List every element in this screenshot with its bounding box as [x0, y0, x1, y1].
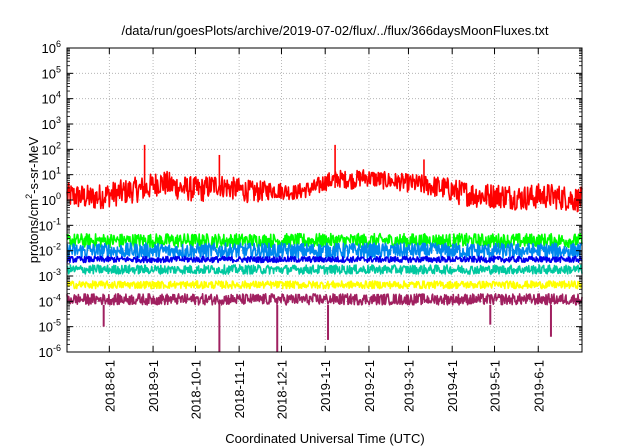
y-tick-exponent: 3 [56, 115, 61, 125]
y-tick-exponent: 6 [56, 39, 61, 49]
y-tick-label: 10-5 [39, 318, 61, 335]
y-tick-base: 10 [42, 92, 56, 107]
series-layer [66, 144, 583, 352]
x-tick-label: 2018-12-1 [274, 360, 289, 419]
y-tick-base: 10 [39, 345, 53, 360]
y-tick-label: 100 [42, 191, 61, 208]
x-tick-label: 2019-2-1 [362, 360, 377, 412]
y-tick-base: 10 [39, 320, 53, 335]
series-line-7 [66, 293, 583, 306]
y-tick-exponent: 2 [56, 140, 61, 150]
y-tick-label: 10-2 [39, 242, 61, 259]
y-tick-exponent: -4 [53, 292, 61, 302]
series-line-4 [66, 255, 583, 264]
x-tick-label: 2018-10-1 [188, 360, 203, 419]
y-tick-label: 106 [42, 39, 61, 56]
x-tick-label: 2019-5-1 [488, 360, 503, 412]
y-tick-exponent: -3 [53, 267, 61, 277]
y-axis-ticks: 10-610-510-410-310-210-11001011021031041… [39, 39, 582, 360]
x-tick-label: 2019-4-1 [445, 360, 460, 412]
y-tick-label: 10-3 [39, 267, 61, 284]
y-tick-label: 101 [42, 166, 61, 183]
y-axis-label-sup: 2 [24, 194, 34, 199]
y-tick-base: 10 [39, 294, 53, 309]
y-tick-base: 10 [39, 269, 53, 284]
y-tick-base: 10 [39, 244, 53, 259]
x-tick-label: 2018-9-1 [146, 360, 161, 412]
y-tick-exponent: -2 [53, 242, 61, 252]
series-line-6 [66, 280, 583, 290]
y-tick-label: 10-6 [39, 343, 61, 360]
x-axis-label: Coordinated Universal Time (UTC) [225, 431, 424, 446]
y-tick-base: 10 [42, 193, 56, 208]
x-axis-ticks: 2018-8-1 2018-9-1 2018-10-1 2018-11-1 2018-1… [102, 48, 546, 419]
x-tick-label: 2019-3-1 [401, 360, 416, 412]
y-tick-label: 103 [42, 115, 61, 132]
y-tick-label: 10-4 [39, 292, 61, 309]
y-tick-exponent: -1 [53, 216, 61, 226]
series-line-2 [66, 232, 583, 249]
y-tick-exponent: 0 [56, 191, 61, 201]
y-tick-label: 105 [42, 64, 61, 81]
y-axis-label: protons/cm2-s-sr-MeV [24, 136, 41, 263]
y-axis-label-post: -s-sr-MeV [26, 136, 41, 193]
y-tick-exponent: 1 [56, 166, 61, 176]
x-tick-label: 2019-6-1 [531, 360, 546, 412]
x-tick-label: 2018-11-1 [232, 360, 247, 418]
y-tick-base: 10 [42, 168, 56, 183]
y-tick-label: 104 [42, 90, 61, 107]
x-tick-label: 2019-1-1 [318, 360, 333, 412]
series-line-3 [66, 242, 583, 260]
y-tick-label: 10-1 [39, 216, 61, 233]
x-tick-label: 2018-8-1 [102, 360, 117, 412]
y-axis-label-pre: protons/cm [26, 199, 41, 263]
y-tick-base: 10 [42, 142, 56, 157]
y-tick-exponent: -6 [53, 343, 61, 353]
y-tick-exponent: -5 [53, 318, 61, 328]
series-line-5 [66, 264, 583, 275]
y-tick-label: 102 [42, 140, 61, 157]
series-line-1 [66, 169, 583, 213]
y-tick-exponent: 4 [56, 90, 61, 100]
y-tick-base: 10 [42, 117, 56, 132]
y-tick-base: 10 [42, 66, 56, 81]
y-tick-base: 10 [42, 41, 56, 56]
chart-title: /data/run/goesPlots/archive/2019-07-02/f… [121, 23, 548, 38]
y-tick-base: 10 [39, 218, 53, 233]
y-tick-exponent: 5 [56, 64, 61, 74]
